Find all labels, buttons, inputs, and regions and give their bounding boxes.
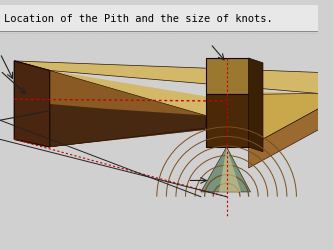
Polygon shape xyxy=(14,61,318,147)
Text: Location of the Pith and the size of knots.: Location of the Pith and the size of kno… xyxy=(4,14,273,24)
Polygon shape xyxy=(249,94,318,147)
Polygon shape xyxy=(50,104,205,147)
Polygon shape xyxy=(50,101,205,147)
Polygon shape xyxy=(205,94,249,147)
Polygon shape xyxy=(249,58,263,152)
Polygon shape xyxy=(14,61,50,147)
Polygon shape xyxy=(50,70,205,147)
Polygon shape xyxy=(201,147,250,192)
Polygon shape xyxy=(249,109,318,168)
Polygon shape xyxy=(14,61,50,147)
FancyBboxPatch shape xyxy=(0,6,318,32)
Polygon shape xyxy=(50,70,205,147)
Polygon shape xyxy=(14,61,318,94)
Polygon shape xyxy=(219,147,241,192)
Polygon shape xyxy=(205,58,249,94)
